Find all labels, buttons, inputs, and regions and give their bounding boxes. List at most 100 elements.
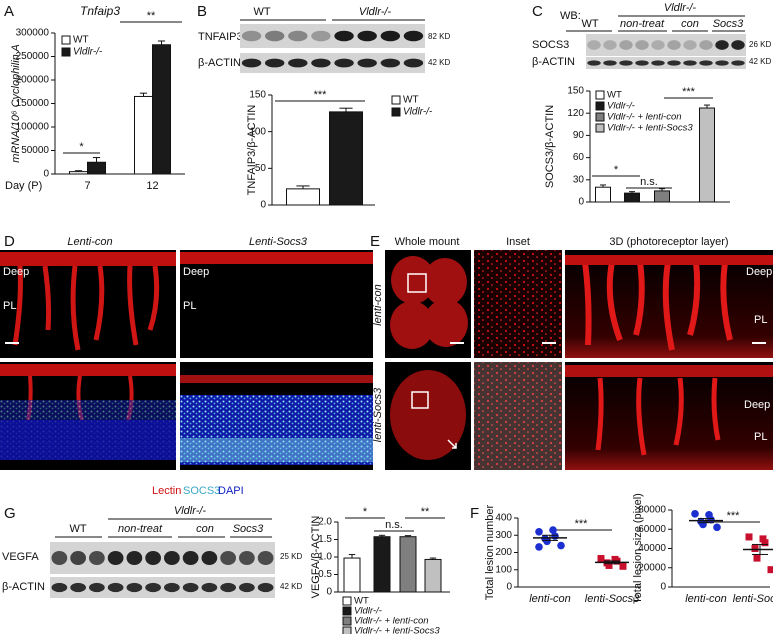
blot-band (51, 550, 68, 566)
blot-size: 82 KD (428, 32, 450, 41)
y-tick-label: 300000 (16, 28, 50, 39)
panel-letter: A (4, 3, 14, 20)
blot-group: WT (253, 6, 270, 18)
y-tick-label: 90 (573, 130, 585, 141)
significance-label: ** (421, 506, 430, 518)
y-tick-label: 100 (249, 126, 266, 137)
legend-label: Vldlr-/- + lenti-Socs3 (354, 626, 440, 634)
blot-size: 42 KD (280, 582, 302, 591)
blot-band (651, 60, 665, 66)
legend-label: Vldlr-/- (607, 101, 635, 112)
y-tick-label: 0 (260, 200, 266, 211)
blot-subgroup: Socs3 (233, 523, 264, 535)
blot-band (619, 60, 633, 66)
significance-label: n.s. (640, 176, 658, 188)
blot-row-label: SOCS3 (532, 39, 569, 51)
chart-title: Tnfaip3 (80, 4, 120, 18)
panel-letter: G (4, 505, 16, 522)
blot-subgroup: con (196, 523, 214, 535)
blot-band (380, 58, 401, 68)
blot-band (107, 582, 124, 593)
layer-label: PL (3, 300, 16, 312)
bar (286, 188, 320, 206)
layer-label: Deep (746, 266, 772, 278)
blot-band (257, 582, 274, 593)
y-tick-label: 0 (578, 197, 584, 208)
y-tick-label: 400 (495, 513, 512, 524)
y-tick-label: 2.0 (318, 517, 332, 528)
column-label: Inset (506, 236, 530, 248)
layer-label: PL (183, 300, 196, 312)
blot-band (715, 60, 729, 66)
blot-band (89, 582, 105, 593)
blot-band (220, 550, 236, 566)
bar (152, 44, 171, 175)
y-axis-label: TNFAIP3/β-ACTIN (246, 105, 258, 196)
y-axis-label: VEGFA/β-ACTIN (310, 516, 322, 599)
blot-band (635, 60, 649, 66)
point (751, 545, 759, 552)
point (549, 526, 557, 534)
blot-band (715, 40, 729, 50)
blot-size: 26 KD (749, 40, 771, 49)
y-tick-label: 1.5 (318, 534, 332, 545)
bar (134, 95, 153, 175)
micrograph-e (385, 250, 773, 470)
blot-group: WT (581, 18, 598, 30)
bar (69, 171, 88, 175)
blot-subgroup: non-treat (620, 18, 665, 30)
blot-band (164, 550, 180, 566)
blot-band (731, 60, 745, 66)
blot-band (241, 30, 262, 42)
blot-band (587, 60, 601, 66)
blot-band (145, 550, 161, 566)
bar (329, 111, 363, 206)
y-tick-label: 150000 (16, 98, 50, 109)
point (753, 554, 761, 562)
blot-group: Vldlr-/- (359, 6, 392, 18)
blot-band (651, 40, 665, 50)
panel-letter: F (470, 505, 479, 522)
y-axis-label: mRNA/10⁶ Cyclophilin A (10, 44, 22, 162)
blot-row-label: TNFAIP3 (198, 31, 243, 43)
point (557, 541, 565, 550)
point (535, 543, 543, 551)
legend-label: Vldlr-/- (354, 606, 382, 617)
legend-swatch (61, 35, 71, 45)
bar (373, 536, 391, 593)
y-tick-label: 60000 (638, 524, 666, 535)
y-tick-label: 1.0 (318, 552, 332, 563)
y-axis-label: Total lesion number (484, 504, 496, 600)
blot-prefix: WB: (560, 10, 581, 22)
y-tick-label: 50 (255, 163, 267, 174)
significance-label: * (79, 141, 84, 153)
blot (586, 34, 746, 56)
blot-band (667, 60, 681, 66)
point (713, 523, 721, 532)
column-label: Whole mount (395, 236, 460, 248)
significance-label: ** (147, 10, 156, 22)
point (619, 562, 627, 570)
point (551, 532, 559, 540)
stain-label: Lectin (152, 485, 181, 497)
micrograph-d (0, 250, 373, 470)
blot-row-label: β-ACTIN (2, 581, 45, 593)
blot-group: Vldlr-/- (174, 505, 207, 517)
blot-row-label: VEGFA (2, 551, 39, 563)
blot-band (107, 550, 124, 566)
column-label: 3D (photoreceptor layer) (609, 236, 728, 248)
y-tick-label: 30 (573, 174, 585, 185)
blot-size: 42 KD (428, 58, 450, 67)
y-tick-label: 0 (326, 587, 332, 598)
bar (624, 192, 640, 203)
legend-label: Vldlr-/- (403, 107, 433, 118)
blot-band (288, 30, 308, 42)
point (691, 510, 699, 518)
bar (595, 186, 611, 203)
bar (654, 190, 670, 203)
blot-band (201, 550, 218, 566)
legend-swatch (595, 101, 605, 111)
blot-band (683, 40, 697, 50)
blot-band (126, 550, 143, 566)
